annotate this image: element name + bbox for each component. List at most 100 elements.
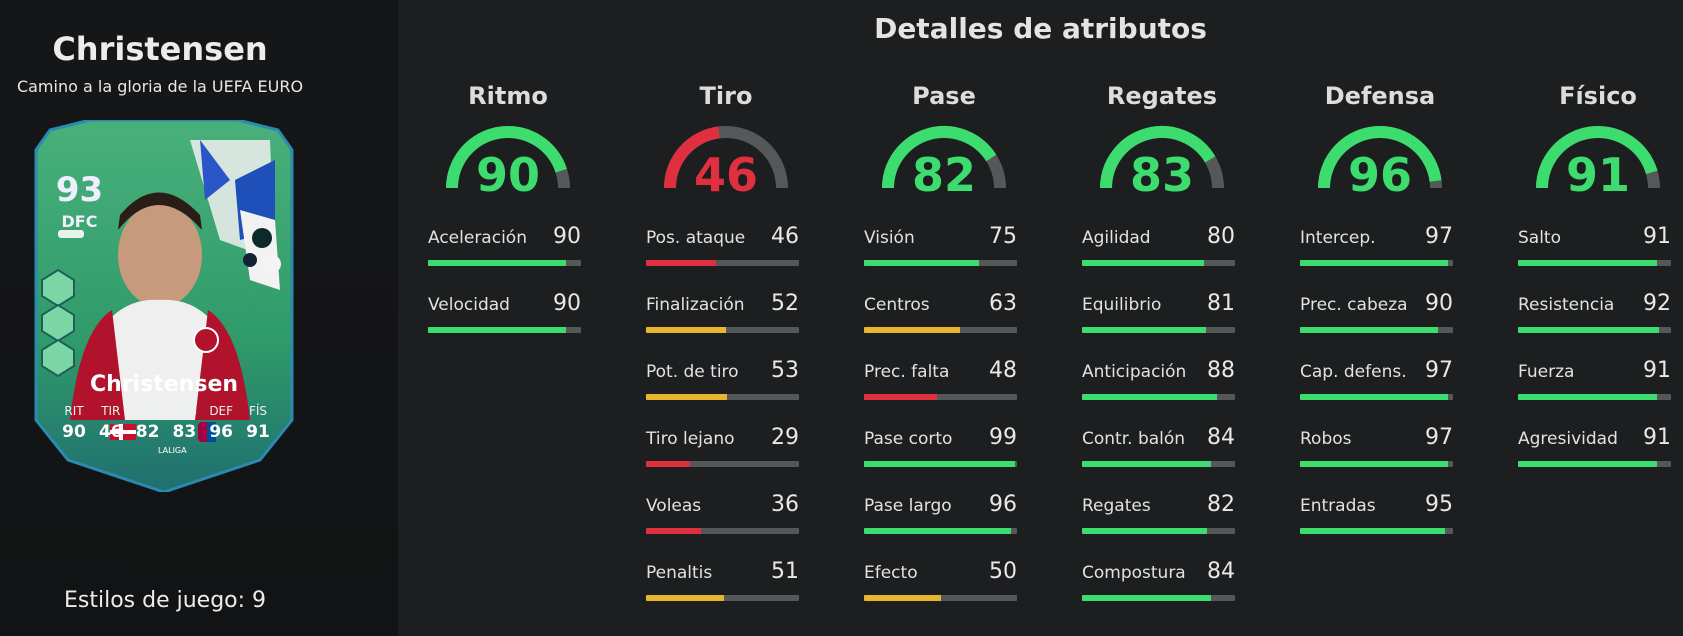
attribute-name: Efecto <box>864 563 918 583</box>
attribute-value: 29 <box>771 425 799 450</box>
attribute-name: Contr. balón <box>1082 429 1186 449</box>
attribute-row: Efecto 50 <box>864 559 1024 603</box>
attribute-name: Agresividad <box>1518 429 1618 449</box>
attribute-value: 88 <box>1207 358 1235 383</box>
attribute-bar-fill <box>1300 260 1449 266</box>
attribute-value: 84 <box>1207 425 1235 450</box>
attribute-value: 97 <box>1425 224 1453 249</box>
attribute-value: 84 <box>1207 559 1235 584</box>
attribute-bar-fill <box>1300 528 1446 534</box>
attribute-bar-track <box>1082 260 1235 266</box>
attribute-bar-fill <box>1082 394 1217 400</box>
attribute-row: Pot. de tiro 53 <box>646 358 806 402</box>
attribute-bar-fill <box>646 595 725 601</box>
attribute-row: Agresividad 91 <box>1518 425 1678 469</box>
attribute-name: Voleas <box>646 496 702 516</box>
attribute-bar-fill <box>864 327 961 333</box>
gauge-fill <box>1536 126 1658 189</box>
attribute-name: Robos <box>1300 429 1352 449</box>
category-title: Tiro <box>699 82 753 110</box>
gauge-fill <box>1318 126 1442 189</box>
player-subtitle: Camino a la gloria de la UEFA EURO <box>16 77 304 96</box>
attribute-name: Anticipación <box>1082 362 1187 382</box>
attribute-bar-fill <box>646 327 726 333</box>
playstyles-count[interactable]: Estilos de juego: 9 <box>64 588 267 613</box>
attribute-bar-fill <box>1518 394 1658 400</box>
card-stat-label: REG <box>171 404 197 418</box>
attribute-value: 97 <box>1425 425 1453 450</box>
attribute-row: Voleas 36 <box>646 492 806 536</box>
attribute-bar-fill <box>1082 260 1205 266</box>
attribute-name: Compostura <box>1082 563 1186 583</box>
player-name: Christensen <box>52 30 268 68</box>
attribute-row: Regates 82 <box>1082 492 1242 536</box>
player-card[interactable]: 93 DFC Christensen RIT TIR PAS REG DEF F… <box>30 120 298 492</box>
attribute-bar-track <box>646 595 799 601</box>
attribute-row: Finalización 52 <box>646 291 806 335</box>
attribute-value: 90 <box>553 224 581 249</box>
attribute-bar-fill <box>1300 327 1438 333</box>
category-value: 83 <box>1129 148 1194 202</box>
attribute-bar-track <box>646 260 799 266</box>
attribute-bar-track <box>864 394 1017 400</box>
attribute-column-0: Ritmo 90 Aceleración 90 Velocidad 90 <box>428 0 588 636</box>
category-value: 46 <box>693 148 758 202</box>
attribute-bar-fill <box>1300 394 1449 400</box>
attribute-row: Intercep. 97 <box>1300 224 1460 268</box>
attribute-row: Visión 75 <box>864 224 1024 268</box>
category-title: Pase <box>912 82 976 110</box>
attribute-bar-track <box>428 260 581 266</box>
card-position: DFC <box>61 212 98 231</box>
attribute-bar-fill <box>1082 595 1211 601</box>
attribute-bar-fill <box>1082 327 1206 333</box>
attribute-bar-track <box>428 327 581 333</box>
attribute-name: Aceleración <box>428 228 527 248</box>
card-stat-value: 83 <box>172 422 197 442</box>
attribute-name: Tiro lejano <box>646 429 735 449</box>
attribute-bar-fill <box>1518 461 1658 467</box>
attribute-bar-track <box>646 394 799 400</box>
attribute-bar-fill <box>864 260 979 266</box>
attribute-bar-track <box>1300 394 1453 400</box>
attribute-name: Finalización <box>646 295 745 315</box>
attribute-row: Fuerza 91 <box>1518 358 1678 402</box>
attribute-value: 48 <box>989 358 1017 383</box>
attribute-value: 91 <box>1643 358 1671 383</box>
category-gauge <box>446 126 570 189</box>
gauge-fill <box>882 126 997 189</box>
attribute-row: Pase corto 99 <box>864 425 1024 469</box>
attribute-name: Agilidad <box>1082 228 1151 248</box>
attribute-bar-track <box>646 327 799 333</box>
attribute-bar-fill <box>1518 260 1658 266</box>
category-title: Físico <box>1559 82 1637 110</box>
attribute-bar-fill <box>864 528 1011 534</box>
attribute-value: 92 <box>1643 291 1671 316</box>
page-title: Detalles de atributos <box>874 12 1207 45</box>
attribute-value: 91 <box>1643 224 1671 249</box>
attribute-bar-fill <box>1518 327 1659 333</box>
attribute-value: 99 <box>989 425 1017 450</box>
league-logo-text: LALIGA <box>158 446 187 455</box>
category-value: 90 <box>475 148 540 202</box>
attribute-name: Centros <box>864 295 930 315</box>
attribute-name: Prec. falta <box>864 362 950 382</box>
attribute-value: 75 <box>989 224 1017 249</box>
attribute-bar-fill <box>864 394 938 400</box>
category-gauge <box>1536 126 1660 189</box>
attribute-row: Prec. falta 48 <box>864 358 1024 402</box>
attribute-bar-track <box>1300 461 1453 467</box>
attribute-column-5: Físico 91 Salto 91 Resistencia 92 Fuerza 91 Agre… <box>1518 0 1678 636</box>
attribute-bar-track <box>864 595 1017 601</box>
attribute-row: Robos 97 <box>1300 425 1460 469</box>
attribute-row: Agilidad 80 <box>1082 224 1242 268</box>
attribute-bar-track <box>1300 528 1453 534</box>
attribute-bar-track <box>646 528 799 534</box>
attribute-value: 91 <box>1643 425 1671 450</box>
attribute-value: 51 <box>771 559 799 584</box>
attribute-name: Pos. ataque <box>646 228 746 248</box>
attribute-value: 90 <box>1425 291 1453 316</box>
attribute-value: 63 <box>989 291 1017 316</box>
attribute-value: 36 <box>771 492 799 517</box>
card-stat-label: RIT <box>64 404 84 418</box>
attribute-bar-track <box>1082 461 1235 467</box>
